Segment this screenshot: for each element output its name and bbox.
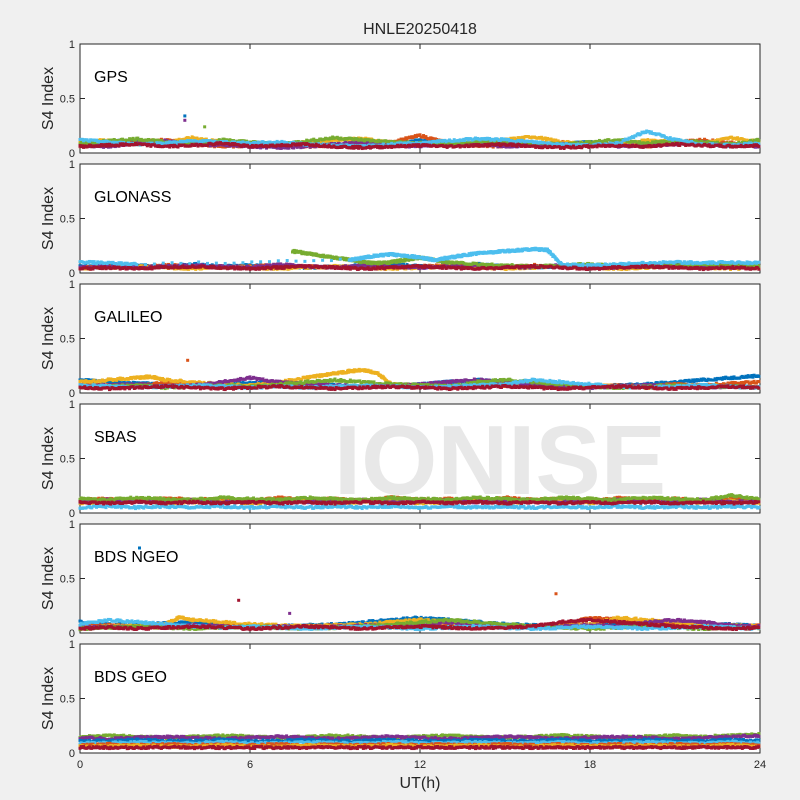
data-point [420, 135, 424, 139]
data-point [659, 141, 663, 145]
data-point [638, 140, 642, 144]
data-point [133, 138, 137, 142]
data-point [579, 140, 583, 144]
data-point [318, 140, 322, 144]
data-point [636, 143, 640, 147]
data-point [544, 138, 548, 142]
panel-label: GPS [94, 69, 128, 86]
data-point [403, 138, 407, 142]
data-point [203, 125, 207, 129]
data-point [150, 141, 154, 145]
y-axis-label: S4 Index [40, 67, 57, 130]
series-8 [183, 118, 187, 122]
data-point [381, 142, 385, 146]
data-point [543, 136, 547, 140]
data-point [442, 141, 446, 145]
data-point [287, 146, 291, 150]
data-point [730, 135, 734, 139]
y-tick-label: 0.5 [60, 94, 75, 106]
data-point [131, 136, 135, 140]
data-point [259, 146, 263, 150]
data-point [399, 137, 403, 141]
panel-0: 0 0.5 1 S4 Index GPS [40, 39, 761, 160]
data-point [706, 139, 710, 143]
data-point [261, 140, 265, 144]
data-point [424, 135, 428, 139]
data-point [303, 140, 307, 144]
data-point [381, 140, 385, 144]
data-point [92, 141, 96, 145]
data-point [156, 138, 160, 142]
data-point [463, 138, 467, 142]
data-point [509, 136, 513, 140]
data-point [183, 114, 187, 118]
data-point [734, 137, 738, 141]
y-tick-label: 1 [69, 159, 75, 171]
data-point [551, 138, 555, 142]
data-point [282, 140, 286, 144]
data-point [259, 142, 263, 146]
data-point [126, 141, 130, 145]
series-9 [203, 125, 207, 129]
y-tick-label: 1 [69, 39, 75, 51]
data-point [407, 141, 411, 145]
data-point [85, 141, 89, 145]
data-point [136, 136, 140, 140]
data-point [757, 144, 761, 148]
data-point [308, 145, 312, 149]
data-point [241, 140, 245, 144]
data-point [280, 139, 284, 143]
y-tick-label: 0 [69, 148, 75, 160]
data-point [649, 142, 653, 146]
data-point [233, 140, 237, 144]
data-point [672, 140, 676, 144]
data-point [255, 142, 259, 146]
data-point [605, 139, 609, 143]
data-point [308, 140, 312, 144]
data-point [757, 139, 761, 143]
data-point [456, 141, 460, 145]
data-point [668, 140, 672, 144]
data-point [498, 138, 502, 142]
data-point [522, 136, 526, 140]
series-7 [183, 114, 187, 118]
data-point [292, 146, 296, 150]
data-point [501, 140, 505, 144]
data-point [705, 141, 709, 145]
data-point [256, 140, 260, 144]
data-point [222, 137, 226, 141]
data-point [753, 145, 757, 149]
data-point [607, 138, 611, 142]
data-point [87, 139, 91, 143]
data-point [329, 137, 333, 141]
data-point [320, 140, 324, 144]
data-point [736, 136, 740, 140]
panel-label: GLONASS [94, 189, 171, 206]
data-point [451, 139, 455, 143]
data-point [206, 139, 209, 143]
data-point [588, 139, 592, 143]
data-point [418, 133, 422, 137]
data-point [183, 118, 187, 122]
data-point [90, 141, 94, 145]
data-point [312, 137, 316, 141]
data-point [488, 136, 492, 140]
data-point [540, 135, 544, 139]
y-axis-label: S4 Index [40, 187, 57, 250]
data-point [422, 134, 426, 138]
data-point [189, 137, 193, 141]
data-point [95, 138, 99, 142]
data-point [126, 139, 130, 143]
data-point [645, 142, 649, 146]
y-tick-label: 0.5 [60, 214, 75, 226]
